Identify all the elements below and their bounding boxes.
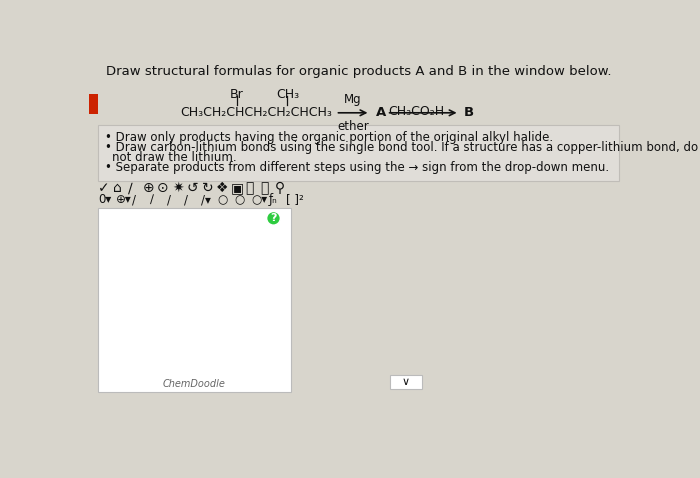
Bar (98, 125, 620, 181)
Text: /: / (167, 193, 171, 206)
Bar (98, 207, 290, 392)
Text: ChemDoodle: ChemDoodle (163, 379, 226, 389)
Text: ▣: ▣ (231, 181, 244, 195)
Text: • Draw only products having the organic portion of the original alkyl halide.: • Draw only products having the organic … (104, 131, 553, 144)
Text: ƒₙ: ƒₙ (269, 193, 278, 206)
Text: ∕: ∕ (128, 181, 132, 195)
Text: 0▾: 0▾ (98, 193, 111, 206)
Text: B: B (464, 106, 475, 120)
Text: CH₃CO₂H: CH₃CO₂H (389, 105, 444, 118)
Text: Mg: Mg (344, 93, 362, 106)
Text: CH₃CH₂CHCH₂CH₂CHCH₃: CH₃CH₂CHCH₂CH₂CHCH₃ (181, 106, 332, 120)
Text: [ ]²: [ ]² (286, 193, 304, 206)
Text: ⌕: ⌕ (246, 181, 254, 195)
Text: ?: ? (270, 213, 276, 223)
Text: Draw structural formulas for organic products A and B in the window below.: Draw structural formulas for organic pro… (106, 65, 612, 78)
Text: • Draw carbon-lithium bonds using the single bond tool. If a structure has a cop: • Draw carbon-lithium bonds using the si… (104, 141, 698, 154)
Text: ○: ○ (234, 193, 245, 206)
Text: ↺: ↺ (187, 181, 198, 195)
Text: ○: ○ (218, 193, 228, 206)
Text: CH₃: CH₃ (276, 88, 299, 101)
Text: ⌕: ⌕ (260, 181, 269, 195)
Text: ↻: ↻ (202, 181, 213, 195)
Text: ∕: ∕ (150, 193, 153, 206)
Text: ⌂: ⌂ (113, 181, 122, 195)
Text: ✷: ✷ (172, 181, 183, 195)
Circle shape (267, 211, 281, 225)
Text: ⚲: ⚲ (275, 181, 285, 195)
Text: /: / (132, 193, 137, 206)
Text: ∨: ∨ (402, 377, 410, 387)
Text: /▾: /▾ (201, 193, 211, 206)
Text: ether: ether (337, 120, 369, 133)
Text: ○▾: ○▾ (252, 193, 268, 206)
Text: not draw the lithium.: not draw the lithium. (112, 152, 237, 164)
Text: Br: Br (230, 88, 244, 101)
Text: ⊕▾: ⊕▾ (116, 193, 131, 206)
Bar (390, 375, 422, 389)
Bar (89, 94, 98, 114)
Text: A: A (376, 106, 386, 120)
Text: ✓: ✓ (98, 181, 110, 195)
Text: /: / (183, 193, 188, 206)
Text: ❖: ❖ (216, 181, 229, 195)
Text: ⊙: ⊙ (158, 181, 169, 195)
Text: ⊕: ⊕ (143, 181, 154, 195)
Text: • Separate products from different steps using the → sign from the drop-down men: • Separate products from different steps… (104, 161, 609, 174)
